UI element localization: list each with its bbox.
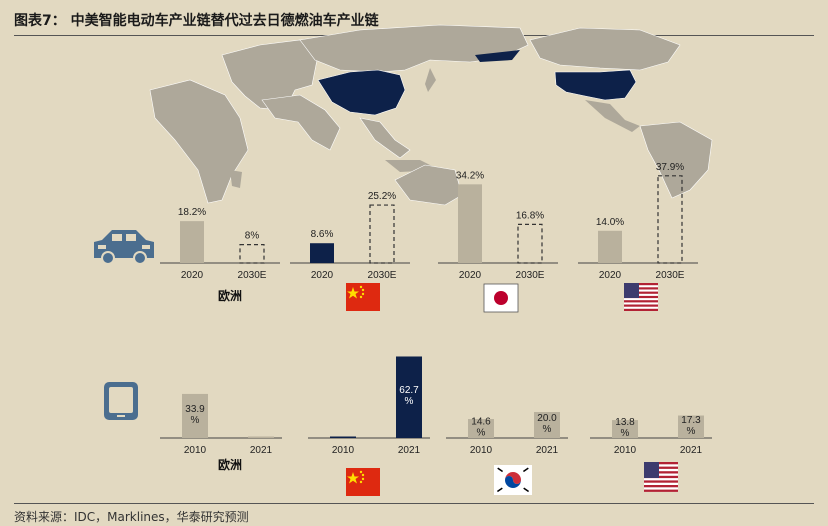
bar: [396, 356, 422, 438]
bar: [182, 393, 208, 438]
bar: [598, 230, 622, 263]
data-label: 18.2%: [178, 207, 206, 218]
tick-label: 2020: [181, 270, 204, 281]
tick-label: 2021: [398, 445, 421, 456]
footer-rule: [14, 503, 814, 504]
china-flag-icon-2: [346, 468, 380, 496]
tick-label: 2020: [459, 270, 482, 281]
tick-label: 2010: [332, 445, 355, 456]
data-label: %: [405, 396, 414, 407]
data-label: 17.3: [681, 415, 701, 426]
china-flag-icon: [346, 283, 380, 311]
korea-flag-icon: [494, 465, 532, 495]
data-label: 13.8: [615, 417, 635, 428]
data-label: 8%: [245, 231, 260, 242]
bar: [248, 436, 274, 438]
usa-flag-icon: [624, 283, 658, 311]
bar: [458, 184, 482, 263]
data-label: %: [543, 424, 552, 435]
tick-label: 2020: [599, 270, 622, 281]
bar: [310, 243, 334, 263]
tablet-icon: [104, 382, 138, 420]
data-label: 14.0%: [596, 217, 624, 228]
data-label: 33.9: [185, 404, 205, 415]
tick-label: 2030E: [516, 270, 545, 281]
data-label: 37.9%: [656, 162, 684, 173]
tick-label: 2020: [311, 270, 334, 281]
bar: [534, 412, 560, 438]
data-label: 25.2%: [368, 191, 396, 202]
tick-label: 2021: [536, 445, 559, 456]
bar: [657, 175, 683, 264]
bar: [369, 204, 395, 264]
source-note: 资料来源：IDC，Marklines，华泰研究预测: [14, 510, 249, 524]
data-label: 62.7: [399, 385, 419, 396]
tick-label: 2010: [614, 445, 637, 456]
data-label: 8.6%: [311, 229, 334, 240]
data-label: 34.2%: [456, 170, 484, 181]
data-label: 14.6: [471, 417, 491, 428]
chart-title: 图表7： 中美智能电动车产业链替代过去日德燃油车产业链: [14, 13, 379, 29]
bar: [678, 415, 704, 438]
car-icon: [94, 230, 154, 265]
tick-label: 2030E: [656, 270, 685, 281]
tick-label: 2021: [680, 445, 703, 456]
tick-label: 2010: [184, 445, 207, 456]
region-label-eu-2: 欧洲: [218, 457, 242, 472]
data-label: %: [191, 415, 200, 426]
bar: [612, 420, 638, 438]
bar: [468, 419, 494, 438]
japan-flag-icon: [483, 283, 519, 313]
data-label: %: [621, 428, 630, 439]
data-label: %: [687, 426, 696, 437]
tick-label: 2010: [470, 445, 493, 456]
usa-flag-icon-2: [644, 462, 678, 492]
tick-label: 2030E: [368, 270, 397, 281]
data-label: 16.8%: [516, 210, 544, 221]
world-map-icon: [149, 24, 713, 206]
data-label: 20.0: [537, 413, 557, 424]
tick-label: 2021: [250, 445, 273, 456]
bar: [330, 436, 356, 438]
region-label-eu: 欧洲: [218, 288, 242, 303]
bar: [517, 223, 543, 264]
bar: [180, 221, 204, 263]
data-label: %: [477, 428, 486, 439]
tick-label: 2030E: [238, 270, 267, 281]
bar: [239, 244, 265, 264]
